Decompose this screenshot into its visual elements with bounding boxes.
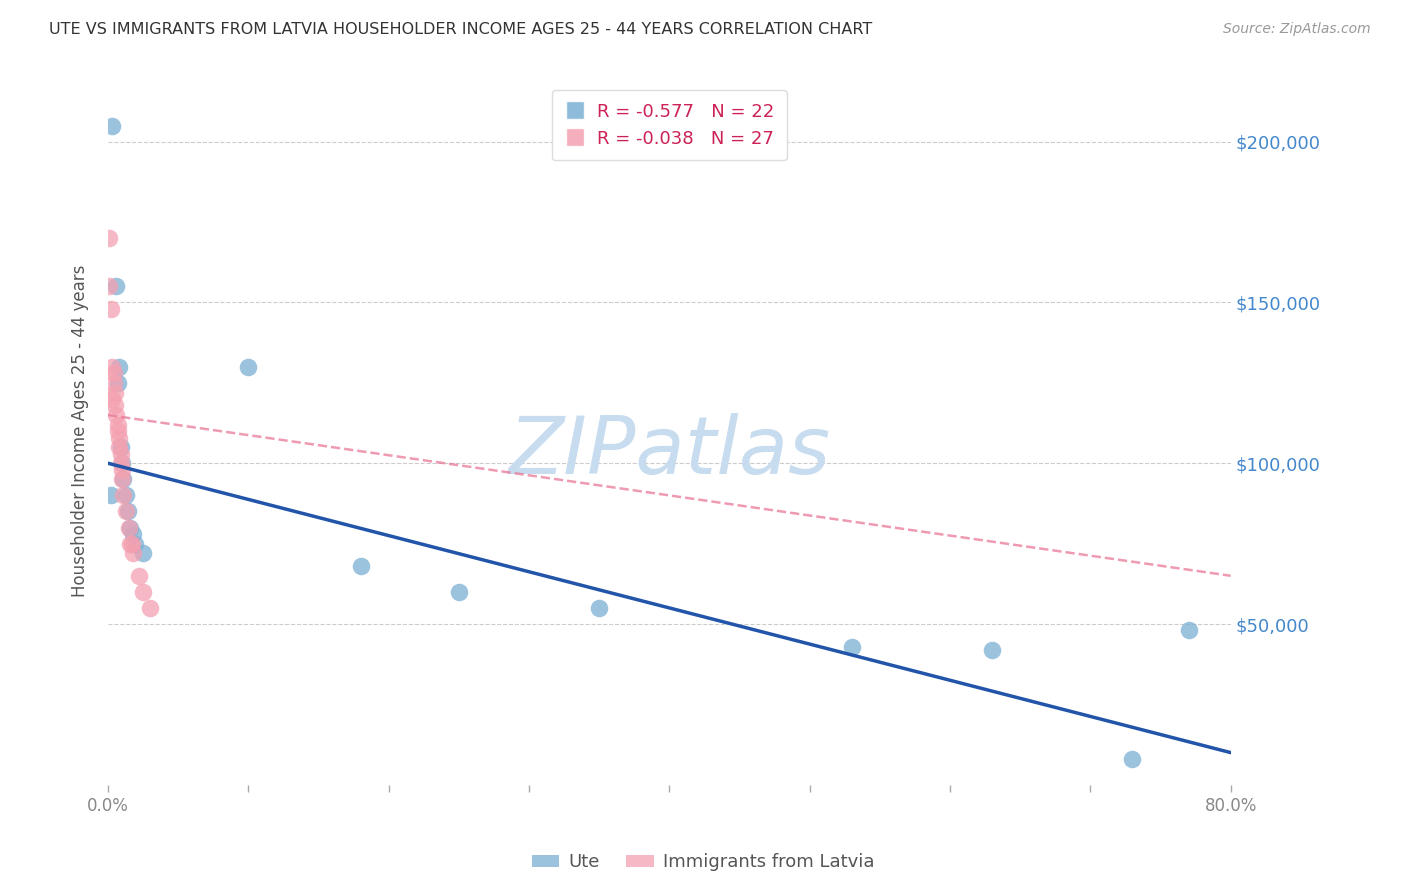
Point	[103, 366, 125, 380]
Point	[115, 504, 138, 518]
Legend: R = -0.577   N = 22, R = -0.038   N = 27: R = -0.577 N = 22, R = -0.038 N = 27	[551, 90, 787, 161]
Point	[349, 559, 371, 574]
Point	[447, 585, 470, 599]
Point	[101, 119, 124, 133]
Legend: Ute, Immigrants from Latvia: Ute, Immigrants from Latvia	[524, 847, 882, 879]
Point	[981, 642, 1004, 657]
Point	[117, 504, 139, 518]
Point	[101, 392, 124, 406]
Point	[122, 546, 145, 560]
Point	[104, 385, 127, 400]
Point	[111, 463, 134, 477]
Point	[124, 536, 146, 550]
Point	[132, 585, 155, 599]
Point	[110, 447, 132, 461]
Point	[101, 359, 124, 374]
Text: Source: ZipAtlas.com: Source: ZipAtlas.com	[1223, 22, 1371, 37]
Point	[122, 527, 145, 541]
Point	[1121, 752, 1143, 766]
Point	[107, 376, 129, 390]
Point	[108, 431, 131, 445]
Point	[108, 359, 131, 374]
Point	[108, 440, 131, 454]
Point	[105, 279, 128, 293]
Point	[588, 601, 610, 615]
Point	[103, 376, 125, 390]
Point	[118, 520, 141, 534]
Point	[111, 472, 134, 486]
Point	[238, 359, 260, 374]
Point	[110, 456, 132, 470]
Point	[100, 301, 122, 316]
Point	[111, 456, 134, 470]
Point	[107, 424, 129, 438]
Point	[841, 640, 863, 654]
Point	[120, 536, 142, 550]
Text: UTE VS IMMIGRANTS FROM LATVIA HOUSEHOLDER INCOME AGES 25 - 44 YEARS CORRELATION : UTE VS IMMIGRANTS FROM LATVIA HOUSEHOLDE…	[49, 22, 873, 37]
Y-axis label: Householder Income Ages 25 - 44 years: Householder Income Ages 25 - 44 years	[72, 265, 89, 598]
Point	[120, 520, 142, 534]
Point	[100, 488, 122, 502]
Point	[112, 472, 135, 486]
Point	[139, 601, 162, 615]
Point	[128, 568, 150, 582]
Point	[98, 231, 121, 245]
Point	[1177, 624, 1199, 638]
Text: ZIPatlas: ZIPatlas	[509, 413, 831, 491]
Point	[110, 440, 132, 454]
Point	[121, 536, 143, 550]
Point	[105, 408, 128, 422]
Point	[112, 488, 135, 502]
Point	[115, 488, 138, 502]
Point	[107, 417, 129, 432]
Point	[104, 398, 127, 412]
Point	[132, 546, 155, 560]
Point	[98, 279, 121, 293]
